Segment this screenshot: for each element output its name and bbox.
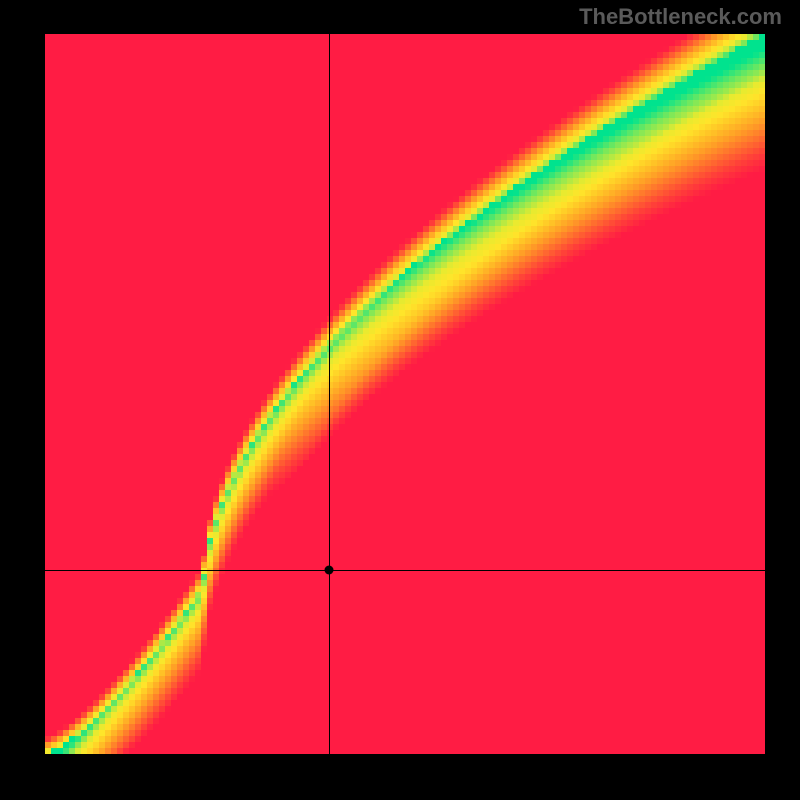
crosshair-horizontal xyxy=(45,570,765,571)
heatmap-plot xyxy=(45,34,765,754)
heatmap-canvas xyxy=(45,34,765,754)
watermark-text: TheBottleneck.com xyxy=(579,4,782,30)
chart-container: TheBottleneck.com xyxy=(0,0,800,800)
crosshair-vertical xyxy=(329,34,330,754)
crosshair-marker xyxy=(325,566,334,575)
